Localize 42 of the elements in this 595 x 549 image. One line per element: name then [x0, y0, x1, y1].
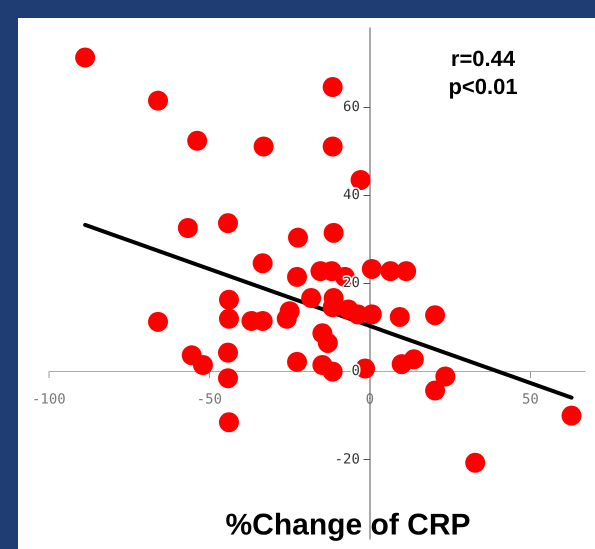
point: [322, 136, 343, 156]
point: [218, 290, 239, 310]
y-tick-label: 60: [343, 98, 360, 115]
point: [404, 349, 424, 370]
point: [301, 288, 322, 308]
annotation: r=0.44: [450, 46, 516, 72]
x-tick-label: -50: [196, 392, 222, 408]
point: [324, 222, 344, 243]
point: [288, 228, 308, 248]
point: [252, 253, 273, 274]
point: [218, 412, 239, 432]
point: [218, 213, 238, 234]
point: [148, 90, 168, 111]
point: [465, 452, 486, 473]
point: [396, 261, 416, 282]
point: [287, 266, 308, 287]
point: [562, 406, 582, 426]
x-tick-label: -100: [32, 392, 66, 408]
point: [75, 48, 96, 68]
point: [390, 306, 410, 327]
point: [178, 218, 198, 238]
point: [322, 362, 343, 382]
point: [187, 130, 208, 151]
point: [322, 77, 343, 98]
point: [362, 258, 382, 279]
point: [287, 352, 308, 372]
point: [425, 380, 446, 401]
point: [192, 354, 213, 375]
x-tick-label: 50: [522, 392, 539, 408]
point: [435, 366, 456, 386]
x-axis-title: %Change of CRP: [225, 508, 471, 542]
point: [318, 332, 338, 353]
y-tick-label: 40: [343, 187, 360, 204]
point: [218, 308, 239, 329]
point: [425, 305, 446, 326]
point: [254, 136, 274, 156]
point: [218, 342, 238, 363]
point: [350, 170, 371, 190]
point: [218, 368, 238, 388]
annotation: p<0.01: [448, 74, 518, 100]
y-tick-label: -20: [334, 451, 360, 468]
point: [148, 312, 168, 332]
